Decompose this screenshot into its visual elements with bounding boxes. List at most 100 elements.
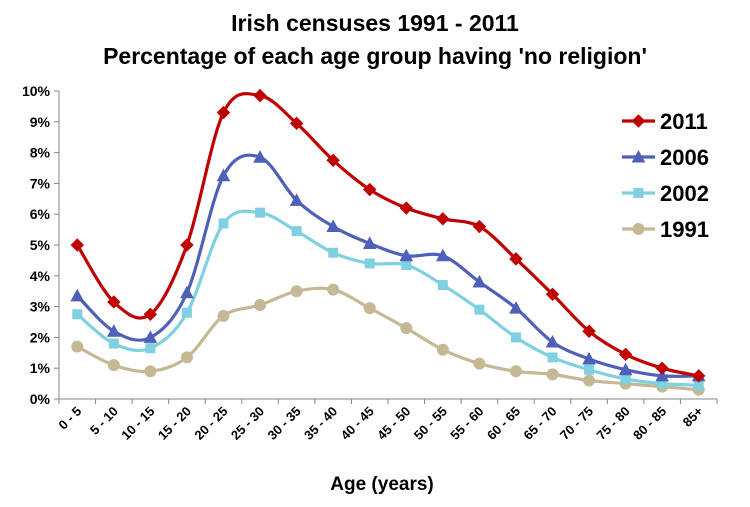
data-point-2011 [399,201,413,215]
legend-label: 2002 [660,181,709,206]
y-tick-label: 9% [30,114,51,130]
data-point-2002 [255,207,266,218]
y-tick-label: 2% [30,329,51,345]
data-point-1991 [436,343,449,356]
y-axis: 0% 1% 2% 3% 4% 5% 6% 7% 8% 9% 10% [22,83,60,407]
data-point-2011 [289,116,304,131]
data-point-2006 [582,351,596,365]
data-point-2011 [472,219,487,234]
data-point-2002 [291,226,302,237]
data-point-2002 [547,352,558,363]
data-point-2011 [436,212,450,226]
legend-marker [631,114,646,128]
data-point-2002 [474,304,485,315]
y-tick-label: 10% [22,83,51,99]
x-tick-label: 30 - 35 [264,404,303,443]
data-point-2011 [545,287,560,301]
y-tick-label: 4% [30,268,51,284]
legend-marker [631,149,646,163]
x-tick-label: 75 - 80 [593,404,632,443]
x-tick-label: 85+ [680,403,706,429]
x-tick-label: 20 - 25 [191,404,230,443]
y-tick-label: 3% [30,299,51,315]
data-point-1991 [290,285,303,298]
legend-marker [632,223,645,235]
data-point-2002 [584,364,595,375]
data-point-2006 [70,288,85,302]
data-point-2011 [582,324,596,338]
y-tick-label: 6% [30,206,51,222]
data-point-2006 [472,274,487,288]
y-tick-label: 5% [30,237,51,253]
x-tick-label: 0 - 5 [55,404,84,433]
x-axis-label: Age (years) [330,474,434,495]
legend-label: 1991 [660,217,709,242]
legend-item-2006: 2006 [622,145,709,170]
data-point-2006 [399,248,414,262]
y-tick-label: 1% [30,360,51,376]
y-tick-label: 0% [30,391,51,407]
data-point-2006 [362,236,377,249]
series-2006 [70,150,706,382]
data-point-2011 [326,153,340,168]
data-point-2006 [509,301,523,314]
data-point-2011 [509,252,523,266]
data-point-2006 [435,248,450,262]
data-point-2002 [218,218,229,229]
series-line-2002 [76,209,699,387]
x-tick-label: 10 - 15 [118,404,157,443]
data-point-2006 [289,193,304,206]
data-point-2011 [70,238,84,252]
data-point-2002 [181,307,192,318]
data-point-2011 [143,307,158,322]
data-point-2006 [180,285,194,299]
x-tick-label: 70 - 75 [557,404,596,443]
y-tick-label: 7% [30,175,51,191]
x-tick-label: 45 - 50 [374,404,413,443]
data-point-2006 [253,150,267,163]
data-point-1991 [583,374,596,387]
legend-item-1991: 1991 [622,217,709,242]
series-2002 [72,207,704,391]
data-point-2002 [72,309,83,320]
data-point-2002 [401,260,412,271]
x-tick-label: 40 - 45 [338,404,377,443]
data-point-2002 [364,258,375,269]
data-point-2011 [692,369,706,383]
x-tick-label: 80 - 85 [630,404,669,443]
legend-item-2011: 2011 [622,109,708,134]
data-point-2006 [326,219,341,233]
data-point-2006 [216,168,231,182]
data-point-1991 [509,365,522,378]
legend-marker [633,188,644,198]
x-tick-label: 5 - 10 [87,404,121,438]
x-tick-label: 15 - 20 [155,404,194,443]
data-point-2011 [216,105,231,120]
data-point-1991 [107,359,120,372]
data-point-1991 [363,302,376,315]
data-point-2006 [106,324,121,337]
data-point-2002 [328,247,339,258]
x-tick-label: 35 - 40 [301,404,340,443]
chart-subtitle: Percentage of each age group having 'no … [103,43,647,69]
data-point-2011 [180,238,194,252]
legend-label: 2011 [660,109,708,134]
data-point-2002 [108,338,119,349]
data-point-2002 [510,332,521,343]
x-tick-label: 60 - 65 [484,404,523,443]
x-tick-label: 55 - 60 [447,404,486,443]
data-point-2011 [655,361,669,375]
data-point-1991 [327,283,340,296]
data-point-1991 [144,365,157,378]
data-point-1991 [217,309,230,322]
series-layer [70,88,706,396]
data-point-2002 [620,373,631,384]
data-point-2002 [437,280,448,291]
x-tick-label: 25 - 30 [228,404,267,443]
data-point-2006 [545,334,560,348]
data-point-2011 [253,88,267,103]
chart-title: Irish censuses 1991 - 2011 [231,10,519,36]
x-tick-label: 50 - 55 [411,404,450,443]
data-point-1991 [71,340,84,353]
data-point-2011 [107,295,121,309]
